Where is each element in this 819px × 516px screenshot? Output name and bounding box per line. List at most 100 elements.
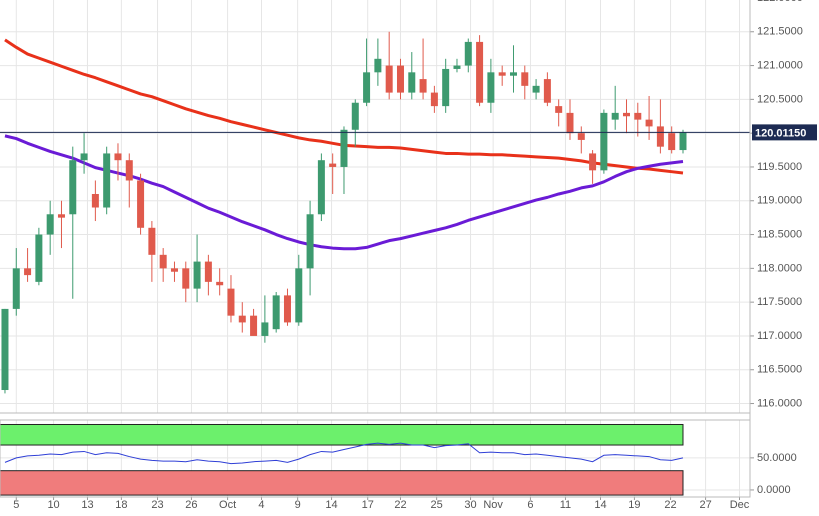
candle-body [227, 288, 235, 316]
x-tick-label: 22 [664, 499, 676, 511]
candle-body [272, 295, 280, 330]
candle-body [611, 112, 619, 120]
y-tick-label: 116.5000 [757, 364, 802, 376]
x-tick-label: Oct [219, 499, 236, 511]
x-tick-label: 11 [560, 499, 571, 511]
x-tick-label: 19 [628, 499, 640, 511]
x-tick-label: 14 [594, 499, 606, 511]
x-tick-label: 9 [295, 499, 301, 511]
candle-body [363, 72, 371, 103]
candle-body [543, 79, 551, 103]
candle-body [374, 58, 382, 73]
oscillator-line [4, 442, 684, 465]
candle-body [351, 102, 359, 130]
candle-body [532, 85, 540, 93]
y-tick-label: 50.0000 [757, 452, 797, 464]
y-tick-label: 117.0000 [757, 330, 802, 342]
current-price-label: 120.01150 [755, 127, 806, 139]
candle-body [114, 153, 122, 161]
candle-body [317, 160, 325, 215]
y-tick-label: 121.0000 [757, 59, 803, 71]
candle-body [408, 72, 416, 93]
candle-body [295, 268, 303, 323]
x-tick-label: 6 [527, 499, 533, 511]
x-tick-label: 17 [362, 499, 374, 511]
candle-body [283, 295, 291, 323]
candle-body [170, 268, 178, 272]
candle-body [193, 261, 201, 289]
candle-body [498, 72, 506, 76]
candle-body [1, 308, 9, 391]
candle-body [668, 133, 676, 151]
candle-body [46, 214, 54, 235]
candle-body [69, 160, 77, 215]
candle-body [396, 65, 404, 93]
candle-body [622, 112, 630, 117]
candle-body [589, 153, 597, 171]
x-tick-label: 22 [394, 499, 406, 511]
candle-body [91, 193, 99, 208]
y-tick-label: 118.5000 [757, 228, 802, 240]
candle-body [464, 41, 472, 66]
candle-body [487, 72, 495, 103]
y-tick-label: 118.0000 [757, 262, 802, 274]
y-tick-label: 119.0000 [757, 195, 802, 207]
panel-border [0, 419, 751, 498]
x-tick-label: 23 [151, 499, 163, 511]
candle-body [159, 254, 167, 269]
band [0, 423, 684, 446]
x-tick-label: 10 [47, 499, 59, 511]
candle-body [679, 132, 687, 151]
x-tick-label: 13 [81, 499, 93, 511]
x-tick-label: 5 [13, 499, 19, 511]
candle-body [634, 112, 642, 120]
y-tick-label: 117.5000 [757, 296, 802, 308]
y-tick-label: 120.5000 [757, 93, 803, 105]
candle-body [216, 281, 224, 286]
x-tick-label: 30 [464, 499, 476, 511]
candle-body [566, 112, 574, 134]
candle-body [555, 106, 563, 113]
x-tick-label: 25 [431, 499, 443, 511]
candle-body [442, 68, 450, 107]
y-tick-label: 119.5000 [757, 161, 802, 173]
y-tick-label: 0.0000 [757, 484, 791, 496]
x-tick-label: 26 [185, 499, 197, 511]
candle-body [645, 119, 653, 127]
candle-body [261, 322, 269, 336]
candle-body [577, 133, 585, 140]
candle-body [103, 153, 111, 208]
candle-body [430, 92, 438, 107]
y-tick-label: 121.5000 [757, 26, 803, 38]
x-tick-label: Nov [483, 499, 503, 511]
candle-body [340, 129, 348, 167]
candle-body [12, 268, 20, 309]
candle-body [419, 79, 427, 93]
x-tick-label: Dec [730, 499, 750, 511]
candle-body [204, 261, 212, 282]
candle-body [35, 234, 43, 282]
candle-body [656, 126, 664, 147]
candle-body [476, 41, 484, 103]
candle-body [329, 163, 337, 167]
candle-body [137, 180, 145, 228]
x-tick-label: 27 [699, 499, 711, 511]
current-price-box [752, 124, 817, 141]
candle-body [148, 227, 156, 255]
x-tick-label: 14 [325, 499, 337, 511]
candle-body [57, 214, 65, 218]
candle-body [250, 315, 258, 336]
candle-body [238, 315, 246, 323]
x-tick-label: 18 [115, 499, 127, 511]
band [0, 470, 684, 496]
candle-body [24, 268, 32, 276]
candle-body [125, 160, 133, 181]
candle-body [306, 214, 314, 269]
candle-body [453, 65, 461, 69]
x-tick-label: 4 [258, 499, 264, 511]
y-tick-label: 116.0000 [757, 397, 802, 409]
candle-body [521, 72, 529, 86]
candle-body [80, 153, 88, 161]
